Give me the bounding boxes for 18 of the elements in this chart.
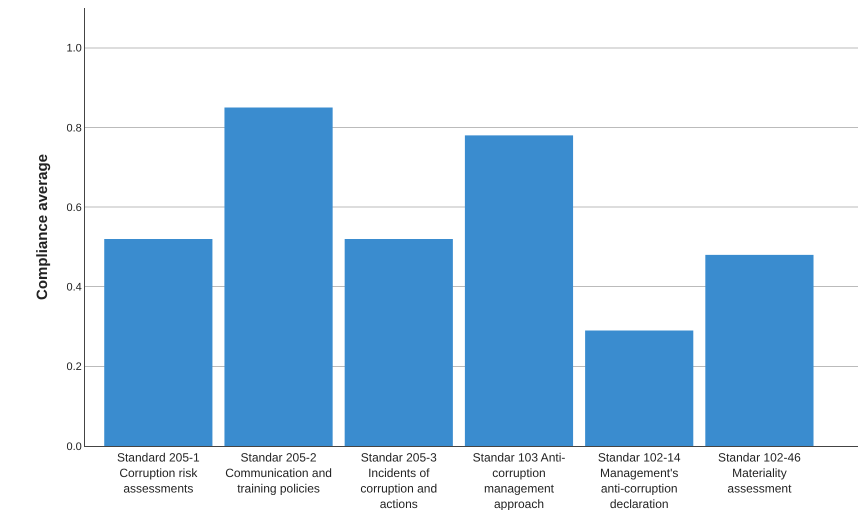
bar	[104, 238, 212, 446]
bar	[344, 238, 453, 446]
bar	[224, 108, 333, 446]
y-tick-label: 0.0	[66, 440, 82, 453]
x-tick-label: Standar 102-14 Management's anti-corruption declaration	[598, 450, 681, 510]
y-tick-label: 0.6	[66, 202, 82, 214]
bar	[705, 254, 814, 446]
x-tick-label: Standar 205-2 Communication and training policies	[225, 450, 332, 496]
y-tick-label: 0.2	[66, 361, 82, 374]
y-tick-label: 1.0	[66, 42, 82, 55]
y-tick-label: 0.8	[66, 122, 82, 134]
bar	[464, 135, 574, 446]
x-tick-label: Standar 205-3 Incidents of corruption and actions	[360, 450, 438, 510]
y-axis-title: Compliance average	[34, 154, 51, 300]
y-tick-label: 0.4	[66, 282, 82, 294]
x-tick-label: Standard 205-1 Corruption risk assessments	[116, 450, 200, 496]
x-tick-label: Standar 102-46 Materiality assessment	[718, 450, 802, 496]
bar	[585, 330, 694, 446]
